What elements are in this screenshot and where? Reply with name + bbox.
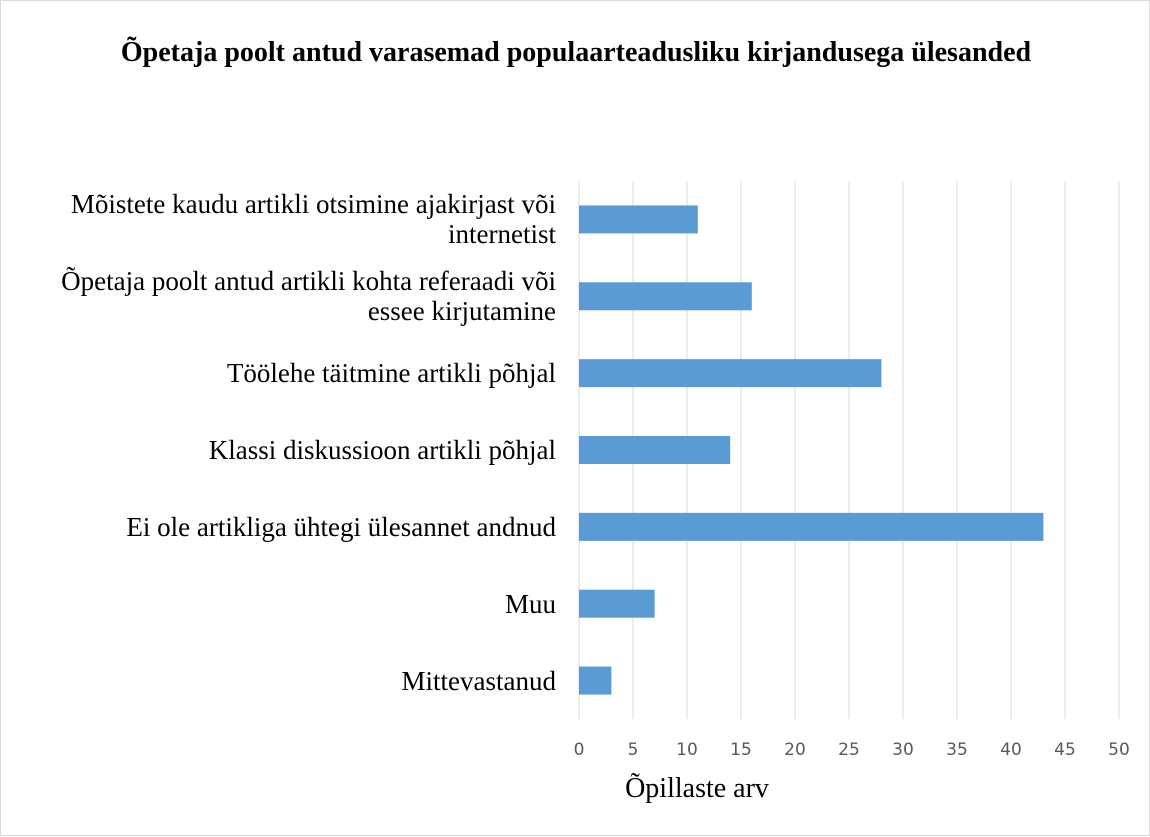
- x-tick-label: 0: [574, 740, 585, 760]
- x-tick-label: 20: [784, 740, 806, 760]
- x-tick-label: 50: [1108, 740, 1130, 760]
- bar: [579, 666, 612, 695]
- y-tick-label: Mittevastanud: [401, 665, 556, 696]
- y-tick-label: Klassi diskussioon artikli põhjal: [208, 435, 556, 465]
- x-axis-title: Õpillaste arv: [625, 773, 769, 804]
- x-tick-label: 10: [676, 740, 698, 760]
- x-tick-label: 40: [1000, 740, 1022, 760]
- bar: [579, 282, 752, 311]
- bar: [579, 205, 698, 234]
- y-tick-label: Töölehe täitmine artikli põhjal: [226, 358, 556, 389]
- x-tick-label: 15: [730, 740, 752, 760]
- bar: [579, 436, 731, 464]
- y-tick-label: Mõistete kaudu artikli otsimine ajakirja…: [70, 189, 556, 250]
- x-tick-label: 30: [892, 740, 914, 760]
- y-tick-label: Õpetaja poolt antud artikli kohta refera…: [61, 266, 556, 327]
- chart-title: Õpetaja poolt antud varasemad populaarte…: [120, 37, 1032, 68]
- x-tick-label: 35: [946, 740, 968, 760]
- y-tick-label: Ei ole artikliga ühtegi ülesannet andnud: [126, 511, 556, 542]
- bar: [579, 512, 1044, 541]
- x-tick-label: 45: [1054, 740, 1076, 760]
- bar: [579, 589, 655, 618]
- x-tick-label: 25: [838, 740, 860, 760]
- x-tick-label: 5: [628, 740, 639, 760]
- x-axis-title-box: Õpillaste arv: [1, 773, 1150, 805]
- bar: [579, 359, 882, 388]
- y-tick-label: Muu: [504, 588, 556, 619]
